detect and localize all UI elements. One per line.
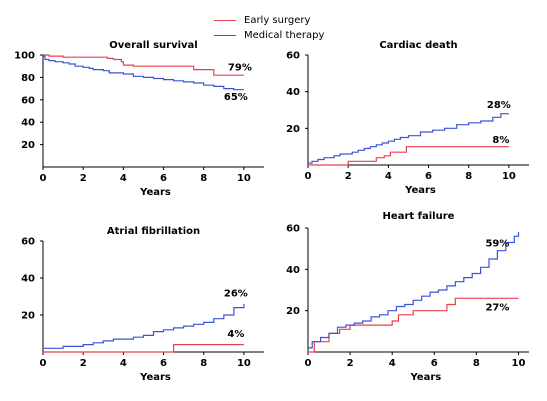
series-line-early-surgery: [43, 344, 244, 353]
x-tick-label: 8: [465, 171, 472, 182]
x-tick-label: 2: [347, 358, 354, 369]
series-line-medical-therapy: [43, 55, 244, 91]
y-tick-label: 40: [286, 87, 300, 98]
x-tick-label: 0: [40, 173, 47, 184]
chart-title: Cardiac death: [379, 40, 457, 51]
chart-title: Atrial fibrillation: [107, 226, 200, 237]
data-label: 4%: [227, 329, 244, 340]
x-tick-label: 6: [431, 358, 438, 369]
data-label: 59%: [485, 239, 509, 250]
y-tick-label: 60: [286, 224, 300, 235]
y-tick-label: 20: [21, 311, 35, 322]
x-tick-label: 4: [385, 171, 392, 182]
x-axis-label: Years: [139, 372, 171, 383]
data-label: 28%: [487, 100, 511, 111]
series-line-early-surgery: [43, 54, 244, 76]
data-label: 79%: [228, 63, 252, 74]
chart-title: Heart failure: [383, 211, 455, 222]
y-tick-label: 20: [286, 124, 300, 135]
series-line-medical-therapy: [43, 303, 245, 349]
legend-swatch-early-surgery: [214, 20, 236, 21]
x-tick-label: 2: [80, 173, 87, 184]
x-tick-label: 8: [200, 173, 207, 184]
x-tick-label: 6: [160, 173, 167, 184]
y-tick-label: 100: [14, 51, 35, 62]
x-tick-label: 4: [120, 173, 127, 184]
legend-item-early-surgery: Early surgery: [214, 13, 324, 28]
y-tick-label: 60: [21, 237, 35, 248]
data-label: 65%: [224, 92, 248, 103]
y-tick-label: 20: [286, 306, 300, 317]
x-tick-label: 4: [120, 358, 127, 369]
x-tick-label: 10: [512, 358, 526, 369]
x-tick-label: 8: [200, 358, 207, 369]
x-axis-label: Years: [409, 372, 441, 383]
x-tick-label: 6: [160, 358, 167, 369]
x-tick-label: 0: [40, 358, 47, 369]
legend: Early surgery Medical therapy: [214, 13, 324, 43]
x-tick-label: 10: [237, 358, 251, 369]
x-tick-label: 6: [425, 171, 432, 182]
y-tick-label: 40: [286, 265, 300, 276]
data-label: 26%: [224, 289, 248, 300]
x-tick-label: 4: [389, 358, 396, 369]
y-tick-label: 60: [21, 95, 35, 106]
legend-label: Medical therapy: [244, 30, 325, 41]
series-line-medical-therapy: [308, 232, 520, 349]
series-line-medical-therapy: [308, 113, 509, 164]
chart-title: Overall survival: [109, 40, 197, 51]
x-axis-label: Years: [139, 187, 171, 198]
x-tick-label: 8: [473, 358, 480, 369]
x-tick-label: 10: [237, 173, 251, 184]
y-tick-label: 20: [21, 140, 35, 151]
x-tick-label: 10: [502, 171, 516, 182]
y-tick-label: 40: [21, 118, 35, 129]
x-tick-label: 0: [305, 358, 312, 369]
series-line-early-surgery: [308, 146, 509, 166]
x-tick-label: 2: [80, 358, 87, 369]
data-label: 8%: [492, 135, 509, 146]
legend-item-medical-therapy: Medical therapy: [214, 28, 324, 43]
data-label: 27%: [485, 303, 509, 314]
x-tick-label: 2: [345, 171, 352, 182]
y-tick-label: 40: [21, 274, 35, 285]
y-tick-label: 80: [21, 73, 35, 84]
y-tick-label: 60: [286, 51, 300, 62]
legend-label: Early surgery: [244, 15, 311, 26]
x-tick-label: 0: [305, 171, 312, 182]
x-axis-label: Years: [404, 185, 436, 196]
legend-swatch-medical-therapy: [214, 35, 236, 36]
